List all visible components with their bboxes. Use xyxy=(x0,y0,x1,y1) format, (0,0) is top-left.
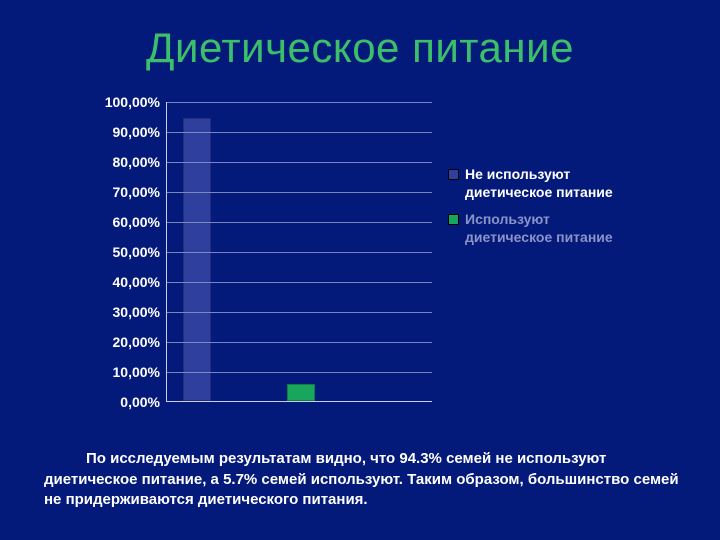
gridline xyxy=(167,192,432,193)
y-axis-label: 30,00% xyxy=(113,304,160,320)
legend: Не используют диетическое питание Использ… xyxy=(448,166,638,256)
y-axis-label: 20,00% xyxy=(113,334,160,350)
gridline xyxy=(167,162,432,163)
y-axis-label: 50,00% xyxy=(113,244,160,260)
bar xyxy=(287,384,315,401)
legend-swatch xyxy=(448,214,459,225)
y-axis-label: 60,00% xyxy=(113,214,160,230)
y-axis-label: 90,00% xyxy=(113,124,160,140)
gridline xyxy=(167,372,432,373)
y-axis-label: 10,00% xyxy=(113,364,160,380)
y-axis-label: 100,00% xyxy=(105,94,160,110)
legend-label: Используют диетическое питание xyxy=(465,211,638,246)
legend-label: Не используют диетическое питание xyxy=(465,166,638,201)
gridline xyxy=(167,222,432,223)
plot-area xyxy=(166,102,432,402)
gridline xyxy=(167,282,432,283)
gridline xyxy=(167,312,432,313)
y-axis: 0,00% 10,00% 20,00% 30,00% 40,00% 50,00% 60,00… xyxy=(92,102,166,424)
y-axis-label: 70,00% xyxy=(113,184,160,200)
gridline xyxy=(167,132,432,133)
legend-item: Не используют диетическое питание xyxy=(448,166,638,201)
bar xyxy=(183,118,211,401)
caption-body: По исследуемым результатам видно, что 94… xyxy=(44,450,679,508)
y-axis-label: 80,00% xyxy=(113,154,160,170)
caption-text: По исследуемым результатам видно, что 94… xyxy=(44,449,680,510)
y-axis-label: 40,00% xyxy=(113,274,160,290)
slide-title: Диетическое питание xyxy=(0,24,720,72)
gridline xyxy=(167,342,432,343)
legend-item: Используют диетическое питание xyxy=(448,211,638,246)
slide: Диетическое питание 0,00% 10,00% 20,00% 30,… xyxy=(0,0,720,540)
chart: 0,00% 10,00% 20,00% 30,00% 40,00% 50,00% 60,00… xyxy=(92,102,432,424)
gridline xyxy=(167,252,432,253)
legend-swatch xyxy=(448,169,459,180)
y-axis-label: 0,00% xyxy=(120,394,160,410)
gridline xyxy=(167,102,432,103)
